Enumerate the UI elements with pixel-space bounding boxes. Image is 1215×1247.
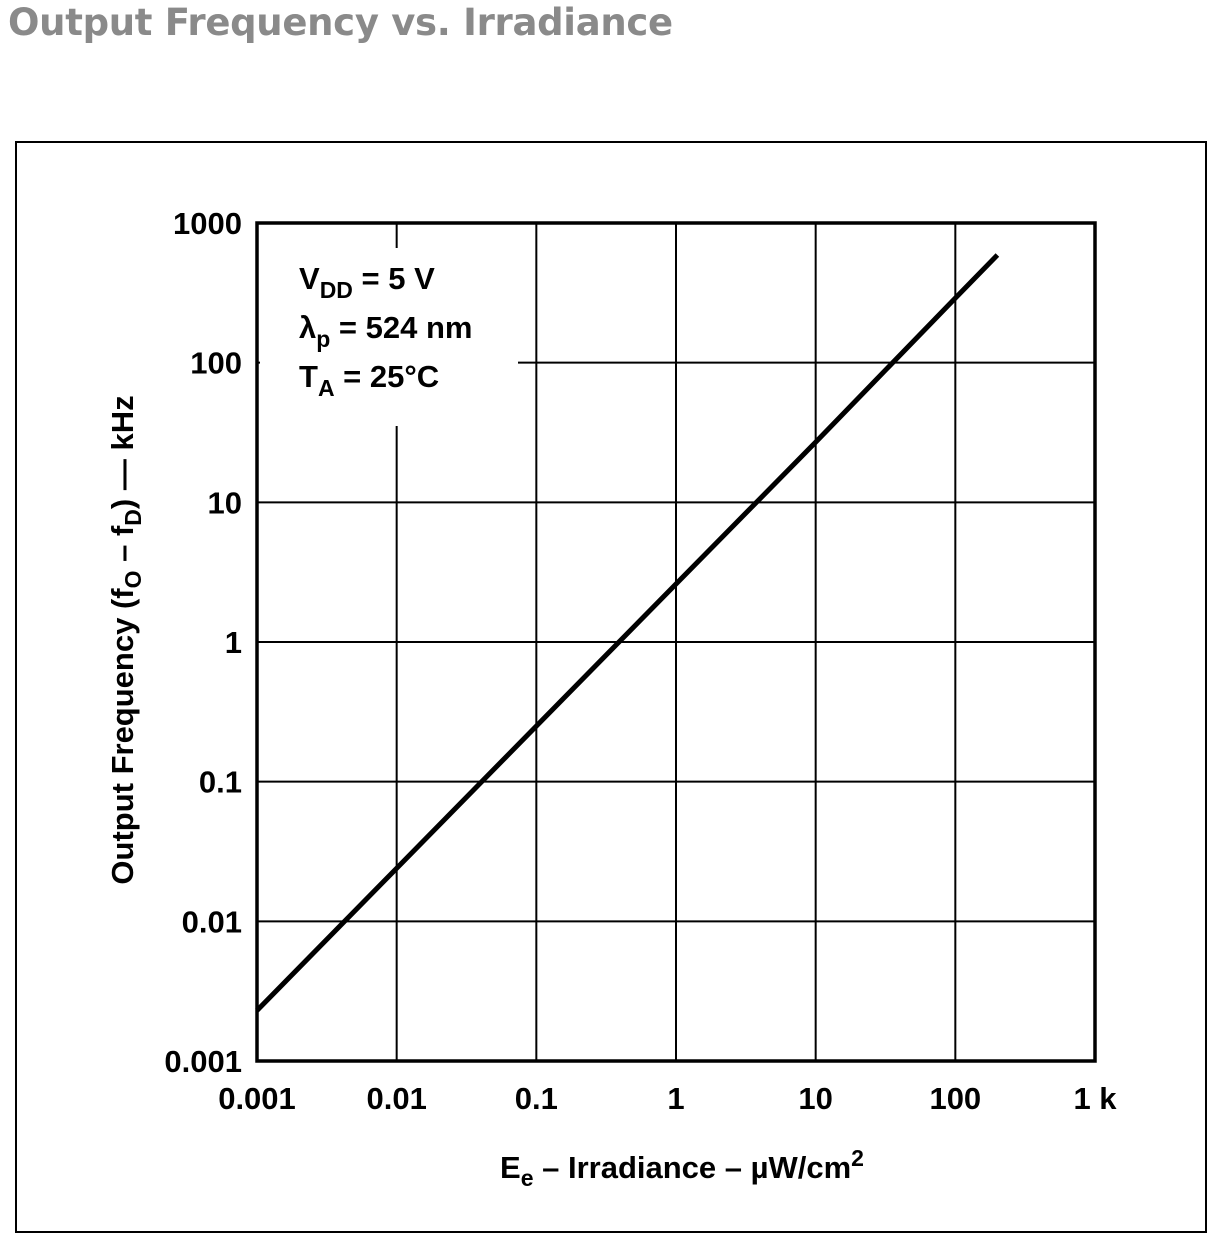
y-tick-label: 0.001	[164, 1044, 242, 1079]
y-tick-label: 10	[208, 485, 242, 520]
y-tick-label: 100	[190, 346, 242, 381]
y-tick-label: 1000	[173, 206, 242, 241]
series-line	[255, 253, 1000, 1013]
x-tick-label: 10	[798, 1081, 832, 1116]
x-tick-label: 1	[667, 1081, 684, 1116]
y-tick-label: 0.1	[199, 765, 242, 800]
annotation-line: TA = 25°C	[299, 359, 439, 401]
x-tick-label: 0.01	[366, 1081, 426, 1116]
tick-labels: 0.001 0.01 0.1 1 10 100 1 k 0.001 0.01 0.1 1 10 100 1…	[164, 206, 1117, 1116]
annotation-line: λp = 524 nm	[299, 310, 472, 352]
x-tick-label: 1 k	[1073, 1081, 1117, 1116]
annotation-background	[260, 248, 518, 426]
y-tick-label: 1	[225, 625, 242, 660]
y-axis-label: Output Frequency (fO – fD) — kHz	[105, 395, 146, 884]
x-tick-label: 100	[929, 1081, 981, 1116]
x-axis-label: Ee – Irradiance – µW/cm2	[500, 1145, 864, 1191]
annotation-line: VDD = 5 V	[299, 261, 435, 303]
condition-annotation: VDD = 5 V λp = 524 nm TA = 25°C	[299, 261, 472, 401]
series-layer	[255, 253, 1000, 1013]
plot-area	[255, 221, 1097, 1063]
chart-frame	[15, 141, 1207, 1233]
x-tick-label: 0.1	[515, 1081, 558, 1116]
x-tick-label: 0.001	[218, 1081, 296, 1116]
y-tick-label: 0.01	[182, 904, 242, 939]
page-title: Output Frequency vs. Irradiance	[8, 1, 673, 44]
